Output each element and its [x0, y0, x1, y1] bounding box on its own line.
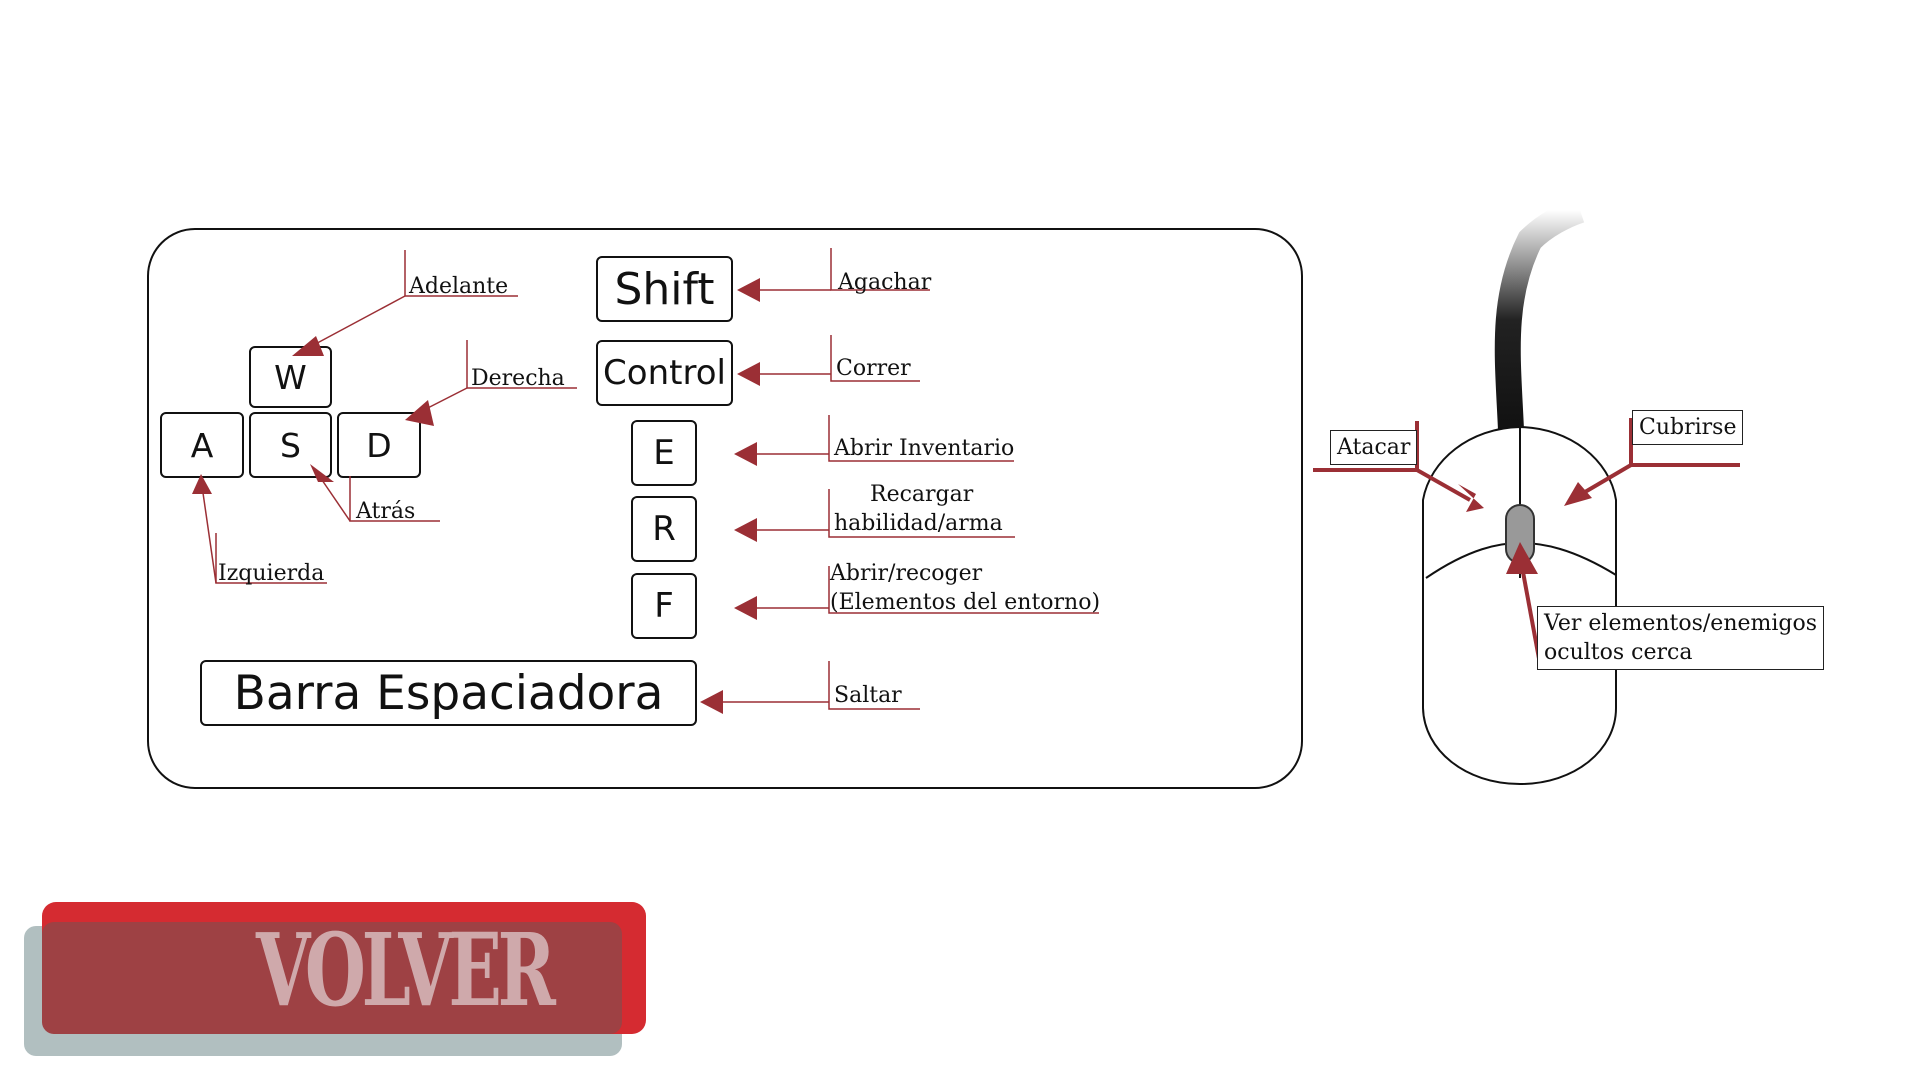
back-button-face — [42, 922, 622, 1034]
key-s-label: S — [280, 425, 301, 465]
key-w-label: W — [274, 357, 307, 397]
key-a-label: A — [190, 425, 214, 465]
back-button-label: VOLVER — [256, 911, 556, 1029]
key-control-label: Control — [603, 353, 726, 393]
mouse-cable-icon — [1494, 197, 1585, 431]
key-shift-label: Shift — [614, 263, 715, 315]
key-a: A — [160, 412, 244, 478]
key-space-label: Barra Espaciadora — [233, 665, 664, 721]
key-w: W — [249, 346, 332, 408]
key-e: E — [631, 420, 697, 486]
mouse-wheel-icon — [1505, 504, 1535, 564]
keyboard-controls-panel — [147, 228, 1303, 789]
key-space: Barra Espaciadora — [200, 660, 697, 726]
label-pickup-line1: Abrir/recoger — [830, 561, 983, 586]
key-r-label: R — [652, 509, 676, 549]
label-crouch: Agachar — [838, 270, 932, 295]
label-inventory: Abrir Inventario — [834, 436, 1015, 461]
label-jump: Saltar — [834, 683, 902, 708]
key-s: S — [249, 412, 332, 478]
label-right: Derecha — [471, 366, 565, 391]
label-reload-line1: Recargar — [870, 482, 974, 507]
key-d-label: D — [366, 425, 392, 465]
label-back: Atrás — [356, 499, 416, 524]
back-button[interactable]: VOLVER — [24, 902, 646, 1058]
key-control: Control — [596, 340, 733, 406]
label-scan-line1: Ver elementos/enemigos — [1544, 611, 1818, 636]
label-pickup-line2: (Elementos del entorno) — [830, 590, 1101, 615]
label-scan: Ver elementos/enemigos ocultos cerca — [1537, 606, 1825, 670]
label-cover: Cubrirse — [1632, 410, 1744, 445]
label-left: Izquierda — [218, 561, 325, 586]
key-f: F — [631, 573, 697, 639]
key-r: R — [631, 496, 697, 562]
label-run: Correr — [836, 356, 911, 381]
key-e-label: E — [653, 433, 675, 473]
key-f-label: F — [654, 586, 674, 626]
label-forward: Adelante — [409, 274, 509, 299]
key-shift: Shift — [596, 256, 733, 322]
label-scan-line2: ocultos cerca — [1544, 640, 1693, 665]
key-d: D — [337, 412, 421, 478]
label-reload-line2: habilidad/arma — [834, 511, 1003, 536]
label-attack: Atacar — [1330, 430, 1418, 465]
